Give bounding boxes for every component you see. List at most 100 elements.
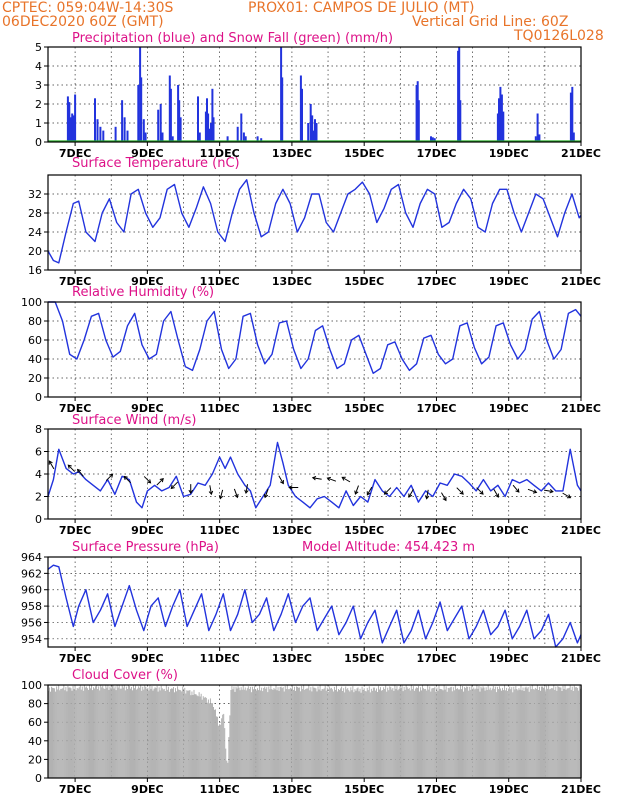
cloud-bar	[302, 689, 304, 778]
precip-bar	[240, 113, 243, 142]
cloud-bar	[440, 689, 442, 778]
x-tick-label: 11DEC	[200, 147, 240, 160]
cloud-bar	[218, 725, 220, 778]
wind-arrow-head	[263, 493, 269, 499]
cloud-bar	[571, 686, 573, 778]
cloud-bar	[76, 688, 78, 778]
wind-direction-arrow	[383, 487, 392, 495]
wind-arrow-shaft	[327, 477, 337, 482]
precip-bar	[206, 98, 208, 142]
y-tick-label: 0	[35, 513, 42, 526]
wind-arrow-head	[366, 491, 371, 496]
wind-direction-arrow	[527, 488, 538, 494]
x-tick-label: 9DEC	[131, 402, 163, 415]
cloud-bar	[463, 691, 465, 778]
cloud-bar	[179, 689, 181, 778]
cloud-bar	[143, 689, 145, 778]
cloud-bar	[269, 689, 271, 778]
cloud-bar	[189, 690, 191, 778]
wind-arrow-shaft	[219, 489, 224, 499]
cloud-bar	[56, 686, 58, 778]
cloud-panel: 0 20 40 60 80 100 7DEC 9DEC 11DEC 13DEC 15DEC 17DEC…	[21, 679, 601, 796]
cloud-bar	[499, 686, 500, 778]
cloud-bar	[121, 685, 123, 778]
precip-bar	[496, 113, 499, 142]
cloud-bar	[159, 690, 161, 778]
x-tick-label: 11DEC	[200, 275, 240, 288]
precip-panel-title: Precipitation (blue) and Snow Fall (gree…	[72, 31, 393, 46]
cloud-bar	[454, 685, 456, 778]
precip-bar	[210, 123, 212, 142]
cloud-bar	[515, 686, 517, 778]
cloud-bar	[405, 685, 407, 778]
x-tick-label: 19DEC	[489, 275, 529, 288]
cloud-bar	[153, 688, 155, 778]
cloud-bar	[248, 689, 250, 778]
wind-arrow-head	[244, 489, 249, 494]
cloud-bar	[451, 691, 453, 778]
cloud-bar	[156, 685, 158, 778]
x-tick-label: 21DEC	[561, 652, 601, 665]
cloud-bar	[353, 692, 355, 778]
cloud-bar	[251, 686, 253, 778]
cloud-bar	[194, 694, 196, 778]
cloud-bar	[174, 692, 175, 778]
cloud-bar	[233, 686, 235, 778]
x-tick-label: 13DEC	[272, 783, 312, 796]
cloud-bar	[546, 685, 548, 778]
cloud-bar	[95, 686, 97, 778]
cloud-bar	[497, 689, 499, 778]
wind-arrow-head	[288, 485, 293, 490]
y-tick-label: 962	[21, 567, 42, 580]
x-tick-label: 9DEC	[131, 652, 163, 665]
cloud-bar	[173, 687, 174, 778]
precip-bar	[207, 113, 210, 142]
cloud-bar	[340, 688, 342, 778]
cloud-bar	[71, 690, 73, 778]
cloud-bar	[336, 685, 337, 778]
cloud-bar	[259, 685, 261, 778]
cloud-bar	[160, 685, 162, 778]
wind-direction-arrow	[512, 484, 520, 493]
cloud-bar	[66, 691, 68, 778]
cloud-bar	[398, 688, 400, 778]
cloud-bar	[171, 688, 172, 778]
cloud-bar	[298, 687, 299, 778]
x-tick-label: 15DEC	[344, 524, 384, 537]
cloud-bar	[439, 688, 441, 778]
cloud-bar	[111, 685, 113, 778]
cloud-bar	[507, 691, 509, 778]
cloud-bar	[202, 696, 204, 778]
precip-bar	[498, 98, 500, 142]
cloud-bar	[69, 687, 71, 778]
cloud-bar	[446, 691, 448, 778]
cloud-bar	[325, 690, 327, 778]
cloud-bar	[181, 691, 183, 778]
cloud-bar	[342, 691, 344, 778]
x-tick-label: 9DEC	[131, 275, 163, 288]
cloud-bar	[456, 688, 458, 778]
cloud-bar	[401, 685, 403, 778]
cloud-bar	[333, 686, 335, 778]
cloud-bar	[310, 687, 312, 778]
cloud-bar	[445, 686, 447, 778]
cloud-bar	[384, 689, 386, 778]
cloud-bar	[519, 689, 521, 778]
cloud-bar	[434, 686, 436, 778]
plot-frame	[47, 301, 582, 398]
cloud-bar	[52, 687, 53, 778]
precip-bar	[569, 92, 572, 142]
cloud-bar	[220, 724, 222, 778]
cloud-bar	[513, 686, 515, 778]
cloud-bar	[53, 688, 55, 778]
x-tick-label: 21DEC	[561, 402, 601, 415]
cloud-bar	[362, 690, 364, 778]
cloud-bar	[61, 688, 63, 778]
cloud-bar	[563, 688, 565, 778]
precip-bar	[256, 136, 259, 142]
wind-arrow-head	[218, 495, 224, 500]
cloud-bar	[479, 691, 481, 778]
y-tick-label: 80	[28, 315, 42, 328]
cloud-bar	[164, 691, 166, 778]
cloud-bar	[419, 691, 420, 778]
